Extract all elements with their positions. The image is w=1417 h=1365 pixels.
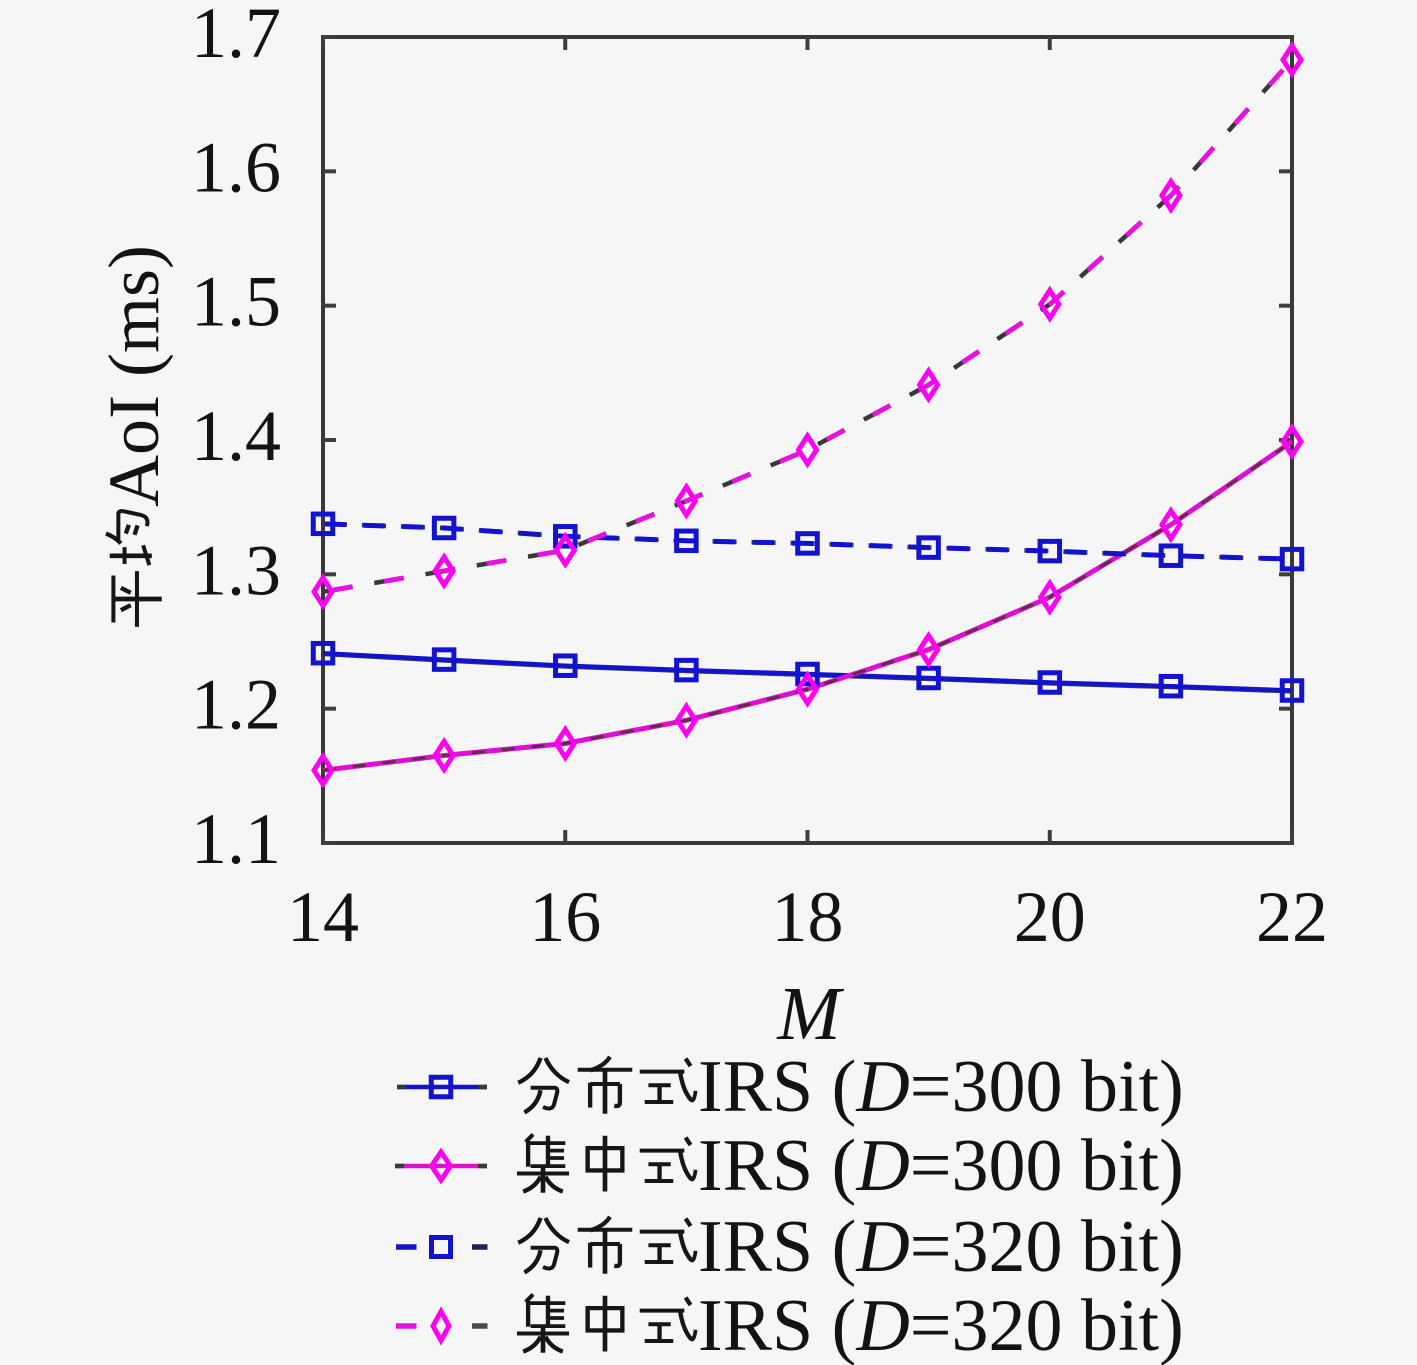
svg-text:20: 20 (1014, 877, 1086, 957)
svg-text:16: 16 (529, 877, 601, 957)
svg-text:1.7: 1.7 (191, 0, 281, 73)
svg-text:IRS (D=320 bit): IRS (D=320 bit) (698, 1285, 1184, 1365)
svg-text:22: 22 (1256, 877, 1328, 957)
svg-text:IRS (D=300 bit): IRS (D=300 bit) (698, 1046, 1184, 1128)
svg-text:IRS (D=320 bit): IRS (D=320 bit) (698, 1206, 1184, 1288)
svg-text:1.4: 1.4 (191, 396, 281, 476)
svg-text:IRS (D=300 bit): IRS (D=300 bit) (698, 1125, 1184, 1207)
svg-text:1.3: 1.3 (191, 530, 281, 610)
svg-text:M: M (776, 972, 844, 1056)
svg-text:1.5: 1.5 (191, 262, 281, 342)
svg-text:18: 18 (772, 877, 844, 957)
svg-text:14: 14 (287, 877, 359, 957)
svg-text:1.1: 1.1 (191, 799, 281, 879)
svg-text:1.6: 1.6 (191, 127, 281, 207)
svg-text:1.2: 1.2 (191, 665, 281, 745)
svg-text:AoI (ms): AoI (ms) (94, 245, 174, 507)
